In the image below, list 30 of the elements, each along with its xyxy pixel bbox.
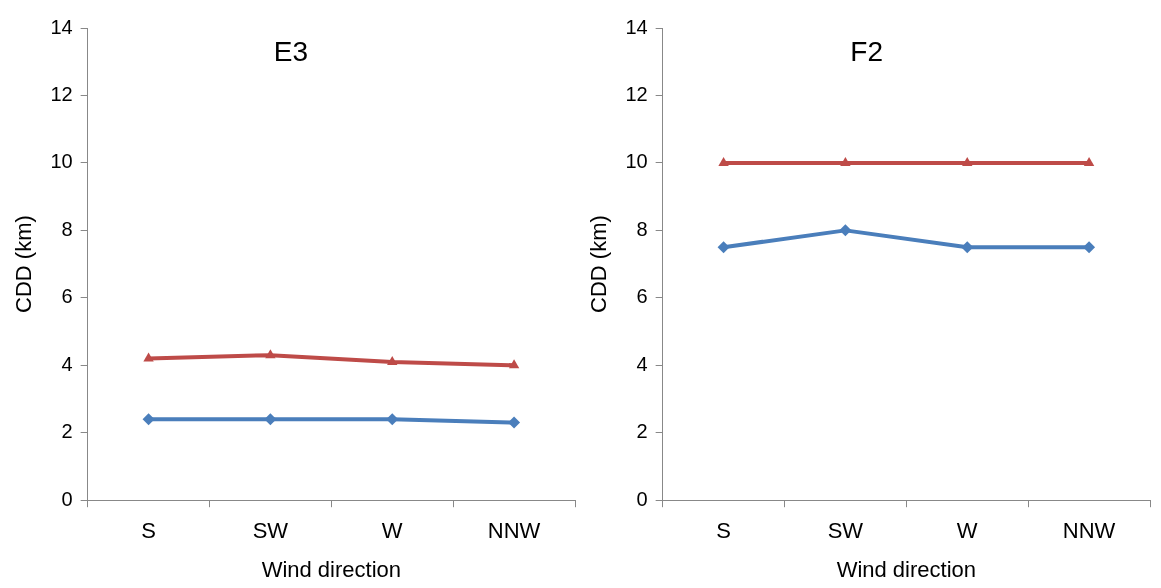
y-tick-label: 4 — [61, 352, 73, 375]
x-tick-label: NNW — [1062, 518, 1116, 544]
y-tick-label: 10 — [50, 150, 73, 173]
y-tick-label: 12 — [50, 82, 73, 105]
y-axis-title: CDD (km) — [586, 215, 612, 313]
x-axis-title: Wind direction — [261, 556, 402, 582]
x-axis-title: Wind direction — [836, 556, 977, 582]
y-tick-label: 12 — [625, 82, 648, 105]
x-tick-label: SW — [252, 518, 289, 544]
y-tick-label: 14 — [625, 15, 648, 38]
x-tick-label: S — [141, 518, 156, 544]
y-tick-label: 8 — [636, 217, 648, 240]
y-tick-label: 8 — [61, 217, 73, 240]
chart-title: F2 — [849, 36, 883, 68]
y-tick-label: 6 — [636, 285, 648, 308]
y-axis-title: CDD (km) — [11, 215, 37, 313]
y-tick-label: 2 — [636, 420, 648, 443]
x-tick-label: W — [381, 518, 403, 544]
x-tick-label: SW — [827, 518, 864, 544]
y-tick-label: 14 — [50, 15, 73, 38]
x-tick-label: NNW — [487, 518, 541, 544]
y-tick-label: 2 — [61, 420, 73, 443]
y-tick-label: 4 — [636, 352, 648, 375]
x-tick-label: W — [956, 518, 978, 544]
y-tick-label: 0 — [636, 487, 648, 510]
y-tick-label: 6 — [61, 285, 73, 308]
y-tick-label: 0 — [61, 487, 73, 510]
y-tick-label: 10 — [625, 150, 648, 173]
chart-title: E3 — [272, 36, 308, 68]
x-tick-label: S — [716, 518, 731, 544]
